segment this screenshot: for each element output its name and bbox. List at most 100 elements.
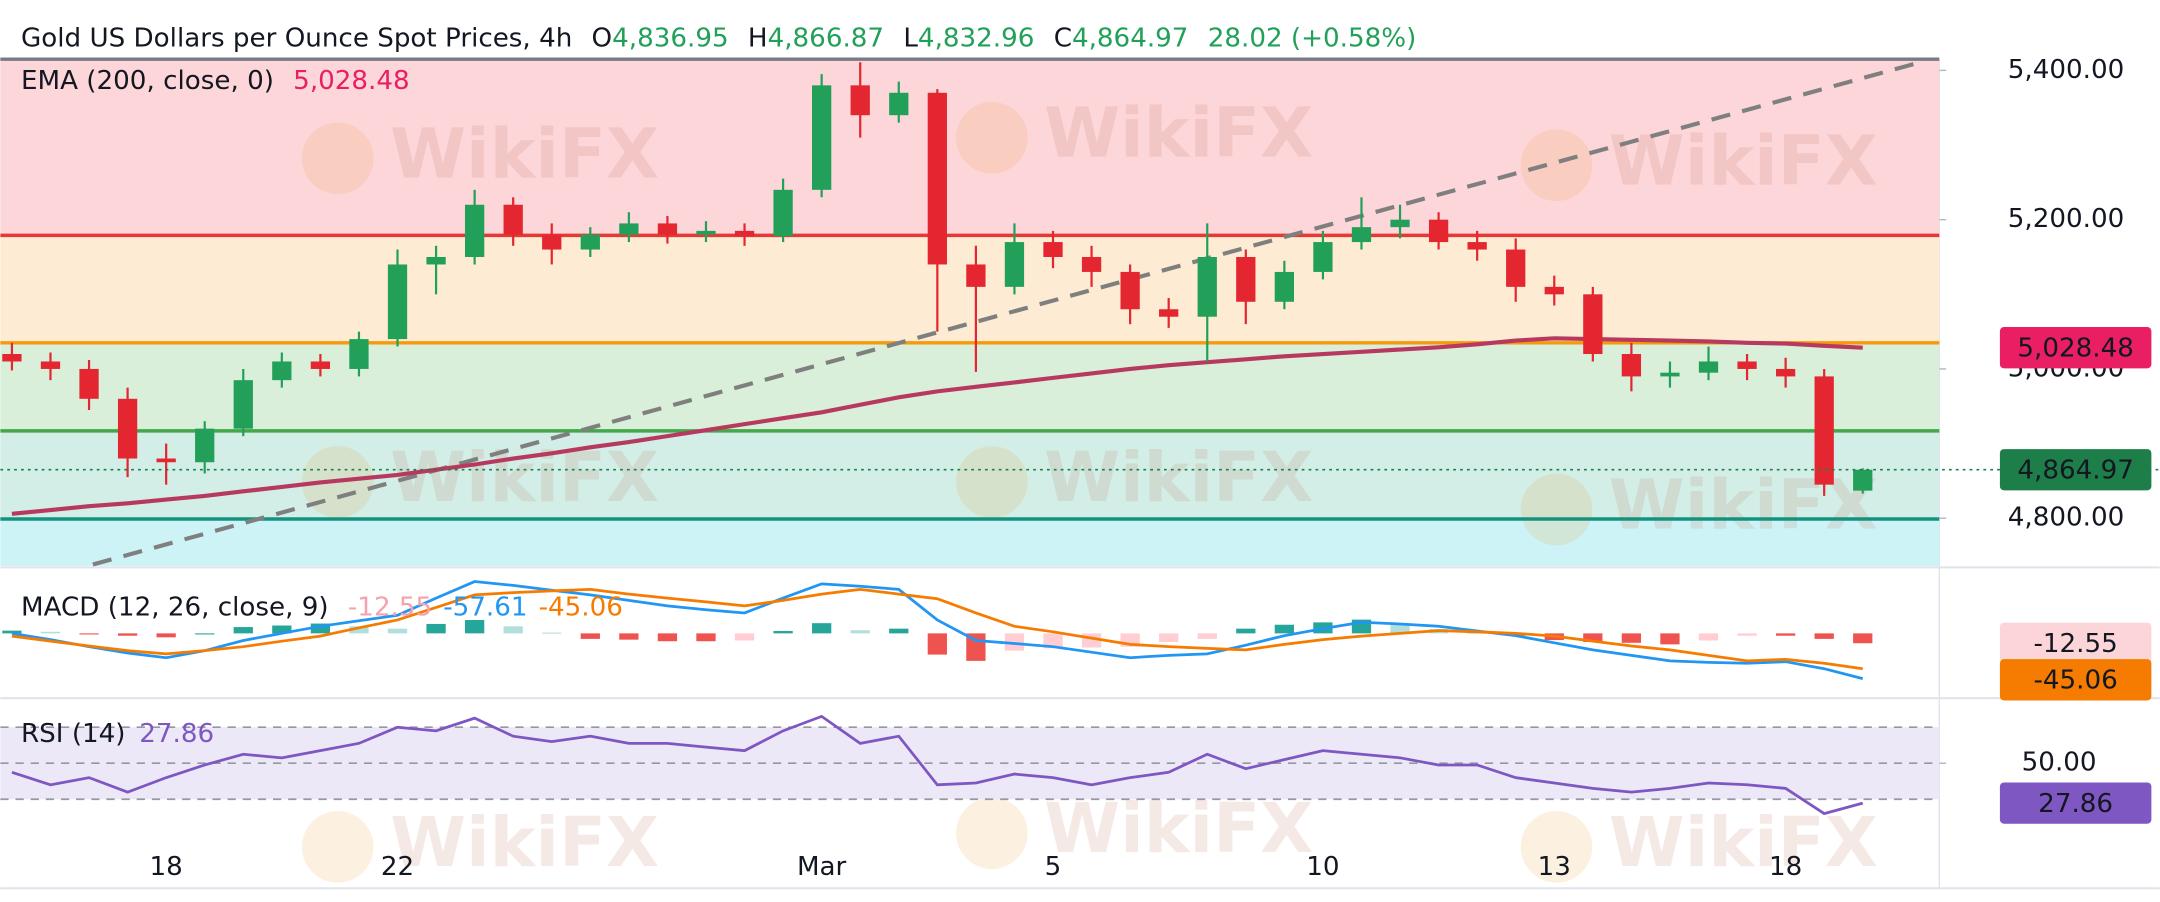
histogram-bar [1737, 633, 1757, 636]
rsi-box [1999, 782, 2152, 824]
candle-body [1043, 242, 1063, 257]
watermark: WikiFX [1609, 466, 1878, 546]
histogram-bar [1775, 633, 1796, 636]
histogram-bar [156, 633, 176, 638]
legend-entry: EMA (200, close, 0) [21, 66, 274, 96]
candle-body [387, 264, 408, 340]
candle-body [349, 339, 369, 369]
histogram-bar [1236, 628, 1256, 634]
candle-body [1313, 242, 1333, 272]
histogram-bar [272, 625, 292, 634]
histogram-box-text: -12.55 [2033, 629, 2117, 659]
candle-body [310, 361, 331, 369]
histogram-bar [580, 633, 600, 639]
histogram-bar [1583, 633, 1603, 643]
y-tick-label: 5,400.00 [2008, 55, 2124, 85]
histogram-bar [1004, 633, 1025, 651]
x-tick-label: Mar [797, 852, 847, 882]
x-tick-label: 13 [1538, 852, 1571, 882]
watermark-logo [301, 811, 374, 883]
ohlc-value: 4,866.87 [768, 23, 884, 53]
candle-body [1698, 361, 1719, 373]
candle-body [79, 368, 99, 399]
histogram-bar [812, 623, 832, 634]
chart-title: Gold US Dollars per Ounce Spot Prices, 4… [21, 23, 572, 53]
histogram-bar [773, 631, 793, 634]
candle-body [696, 230, 716, 235]
watermark-logo [301, 122, 374, 195]
candle-body [1853, 469, 1873, 491]
level-band [0, 59, 1940, 236]
y-tick-label: 50.00 [2022, 748, 2097, 778]
histogram-bar [233, 627, 253, 634]
histogram-bar [40, 631, 61, 634]
candle-body [812, 85, 832, 190]
candle-body [464, 204, 485, 257]
histogram-bar [79, 633, 99, 635]
candle-body [1467, 242, 1487, 250]
candle-body [1775, 368, 1796, 377]
rsi-legend: RSI (14) 27.86 [21, 718, 214, 748]
macd-legend: MACD (12, 26, close, 9) -12.55 -57.61 -45.0… [21, 592, 623, 622]
chart-header: Gold US Dollars per Ounce Spot Prices, 4… [21, 23, 1416, 53]
indicator-line [11, 580, 1864, 680]
candle-body [156, 458, 176, 463]
x-tick-label: 5 [1045, 852, 1062, 882]
histogram-bar [1159, 633, 1179, 643]
watermark-logo [1520, 129, 1593, 202]
candle-body [1236, 256, 1256, 302]
ohlc-key: O [592, 23, 613, 53]
ohlc-key: C [1054, 23, 1072, 53]
candle-body [426, 256, 446, 265]
candle-body [734, 230, 755, 237]
signal-box-text: -45.06 [2033, 666, 2117, 696]
candle-body [1351, 227, 1372, 243]
legend-value: -12.55 [348, 592, 432, 622]
candle-body [619, 223, 639, 235]
legend-value: 27.86 [139, 718, 214, 748]
histogram-bar [387, 628, 408, 634]
watermark-logo [1520, 811, 1593, 883]
candle-body [272, 361, 292, 381]
histogram-bar [2, 630, 22, 634]
histogram-box [1999, 622, 2152, 664]
ohlc-value: 4,836.95 [612, 23, 728, 53]
candle-body [195, 428, 215, 463]
candle-body [2, 354, 22, 362]
watermark-logo [956, 101, 1028, 174]
histogram-bar [195, 633, 215, 635]
watermark: WikiFX [1044, 789, 1313, 869]
x-tick-label: 18 [1769, 852, 1802, 882]
x-tick-label: 10 [1306, 852, 1339, 882]
histogram-bar [542, 632, 562, 634]
histogram-bar [1853, 633, 1873, 644]
ema-price-box [1999, 327, 2152, 369]
candle-body [542, 234, 562, 250]
ohlc-value: 4,832.96 [918, 23, 1034, 53]
histogram-bar [1814, 633, 1834, 639]
candle-body [657, 223, 678, 235]
candle-body [1660, 372, 1680, 377]
x-tick-label: 22 [381, 852, 414, 882]
candle-body [1159, 309, 1179, 317]
watermark-logo [1520, 473, 1593, 546]
histogram-bar [1660, 633, 1680, 645]
watermark: WikiFX [390, 114, 659, 194]
candle-body [40, 361, 61, 369]
ema-price-box-text: 5,028.48 [2017, 334, 2133, 364]
last-price-box [1999, 449, 2152, 491]
level-band [0, 235, 1940, 343]
price-change: 28.02 (+0.58%) [1208, 23, 1417, 53]
legend-value: 5,028.48 [293, 66, 409, 96]
panel-title: RSI (14) [21, 718, 126, 748]
level-band [0, 430, 1940, 519]
histogram-bar [426, 623, 446, 634]
histogram-bar [1698, 633, 1719, 641]
histogram-bar [696, 633, 716, 642]
histogram-bar [349, 626, 369, 634]
histogram-bar [117, 633, 138, 636]
candle-body [850, 85, 870, 116]
histogram-bar [1043, 633, 1063, 649]
